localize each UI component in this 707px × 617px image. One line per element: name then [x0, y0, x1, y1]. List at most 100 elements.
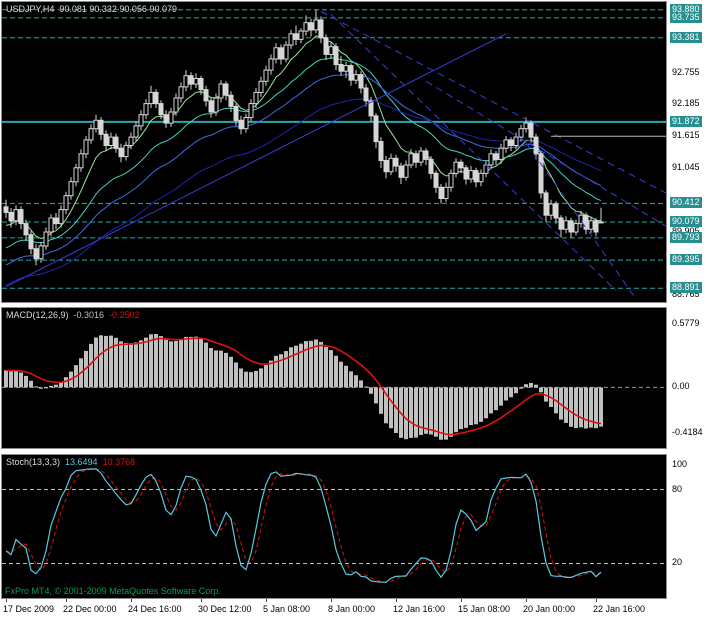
price-scale-label: 20 — [672, 557, 683, 567]
macd-histogram-bar — [334, 355, 338, 388]
stochastic-indicator-panel[interactable]: Stoch(13,3,3) 13.6494 10.3768 FxPro MT4, ©… — [1, 454, 667, 599]
candle-body — [23, 223, 29, 236]
macd-histogram-bar — [439, 387, 443, 440]
candle-body — [478, 172, 484, 183]
trendline — [5, 33, 507, 288]
time-axis-tick — [461, 599, 462, 602]
macd-histogram-bar — [459, 387, 463, 430]
candle-body — [58, 209, 64, 225]
macd-histogram-bar — [299, 343, 303, 388]
ohlc-readout: 90.081 90.332 90.056 90.079 — [59, 4, 177, 14]
macd-signal-value: -0.2502 — [109, 310, 140, 320]
candle-body — [28, 234, 34, 250]
time-axis-tick — [396, 599, 397, 602]
macd-indicator-panel[interactable]: MACD(12,26,9) -0.3016 -0.2502 — [1, 307, 667, 449]
macd-histogram-bar — [154, 334, 158, 388]
candle-body — [353, 74, 359, 81]
candle-body — [93, 119, 99, 130]
macd-histogram-bar — [504, 387, 508, 401]
candle-body — [523, 122, 529, 130]
moving-average-line — [5, 57, 602, 249]
macd-histogram-bar — [249, 372, 253, 388]
candle-body — [83, 139, 89, 155]
macd-histogram-bar — [139, 340, 143, 388]
time-axis-label: 20 Jan 00:00 — [523, 604, 576, 614]
candle-body — [13, 209, 19, 222]
macd-histogram-bar — [384, 387, 388, 424]
macd-histogram-bar — [254, 370, 258, 388]
macd-histogram-bar — [464, 387, 468, 428]
time-axis-tick — [331, 599, 332, 602]
time-axis-label: 8 Jan 00:00 — [328, 604, 376, 614]
macd-histogram-bar — [14, 370, 18, 388]
macd-signal-line — [5, 337, 602, 436]
candle-body — [63, 195, 69, 211]
price-scale-label: -0.4184 — [672, 427, 703, 437]
candle-body — [373, 115, 379, 143]
candle-body — [573, 223, 579, 233]
candle-body — [528, 122, 534, 138]
price-scale-label: 89.905 — [672, 226, 700, 236]
macd-histogram-bar — [144, 337, 148, 388]
price-level-label: 88.891 — [670, 282, 702, 293]
stoch-header: Stoch(13,3,3) 13.6494 10.3768 — [6, 457, 140, 468]
macd-histogram-bar — [314, 339, 318, 388]
macd-histogram-bar — [499, 387, 503, 406]
candle-body — [348, 65, 354, 81]
candle-body — [238, 119, 244, 130]
candle-body — [378, 141, 384, 161]
main-chart-panel[interactable]: USDJPY,H4 90.081 90.332 90.056 90.079 — [1, 1, 667, 303]
candle-body — [563, 220, 569, 230]
candle-body — [188, 75, 194, 85]
price-scale-label: 92.755 — [672, 67, 700, 77]
candle-body — [318, 19, 324, 39]
candle-body — [413, 153, 419, 163]
macd-histogram-bar — [529, 383, 533, 388]
candle-body — [343, 65, 349, 72]
macd-histogram-bar — [474, 387, 478, 425]
macd-histogram-bar — [524, 384, 528, 388]
candle-body — [38, 245, 44, 260]
candle-body — [278, 47, 284, 60]
macd-histogram-bar — [99, 335, 103, 388]
macd-histogram-bar — [279, 354, 283, 388]
candle-body — [468, 170, 474, 180]
candle-body — [588, 220, 594, 230]
macd-histogram-bar — [599, 387, 603, 427]
candle-body — [173, 97, 179, 113]
macd-histogram-bar — [19, 372, 23, 388]
candle-body — [273, 47, 279, 60]
stoch-d-value: 10.3768 — [102, 457, 136, 467]
macd-histogram-bar — [409, 387, 413, 438]
candle-body — [198, 78, 204, 91]
macd-histogram-bar — [329, 350, 333, 388]
time-axis-tick — [526, 599, 527, 602]
macd-histogram-bar — [129, 343, 133, 388]
macd-histogram-bar — [339, 361, 343, 388]
time-scale[interactable]: 17 Dec 2009 22 Dec 00:00 24 Dec 16:00 30 De… — [1, 599, 667, 617]
macd-histogram-bar — [9, 371, 13, 388]
price-level-label: 93.880 — [670, 4, 702, 15]
candle-body — [258, 80, 264, 94]
candle-body — [368, 100, 374, 117]
candle-body — [253, 91, 259, 105]
macd-histogram-bar — [564, 387, 568, 423]
candle-body — [473, 170, 479, 183]
macd-histogram-bar — [319, 341, 323, 388]
candle-body — [553, 203, 559, 219]
macd-histogram-bar — [244, 371, 248, 388]
macd-histogram-bar — [234, 362, 238, 388]
macd-histogram-bar — [44, 387, 48, 389]
time-axis-label: 12 Jan 16:00 — [393, 604, 446, 614]
stoch-indicator-label: Stoch(13,3,3) — [6, 457, 61, 467]
candle-body — [128, 136, 134, 147]
macd-histogram-bar — [39, 387, 43, 389]
stoch-k-value: 13.6494 — [65, 457, 98, 467]
candle-body — [3, 206, 9, 213]
candle-body — [428, 158, 434, 174]
macd-histogram-bar — [284, 351, 288, 388]
candle-body — [433, 172, 439, 188]
candle-body — [408, 153, 414, 166]
macd-indicator-label: MACD(12,26,9) — [6, 310, 69, 320]
price-scale[interactable]: 92.755 92.185 91.615 91.045 89.905 88.765 93.8… — [668, 0, 707, 617]
